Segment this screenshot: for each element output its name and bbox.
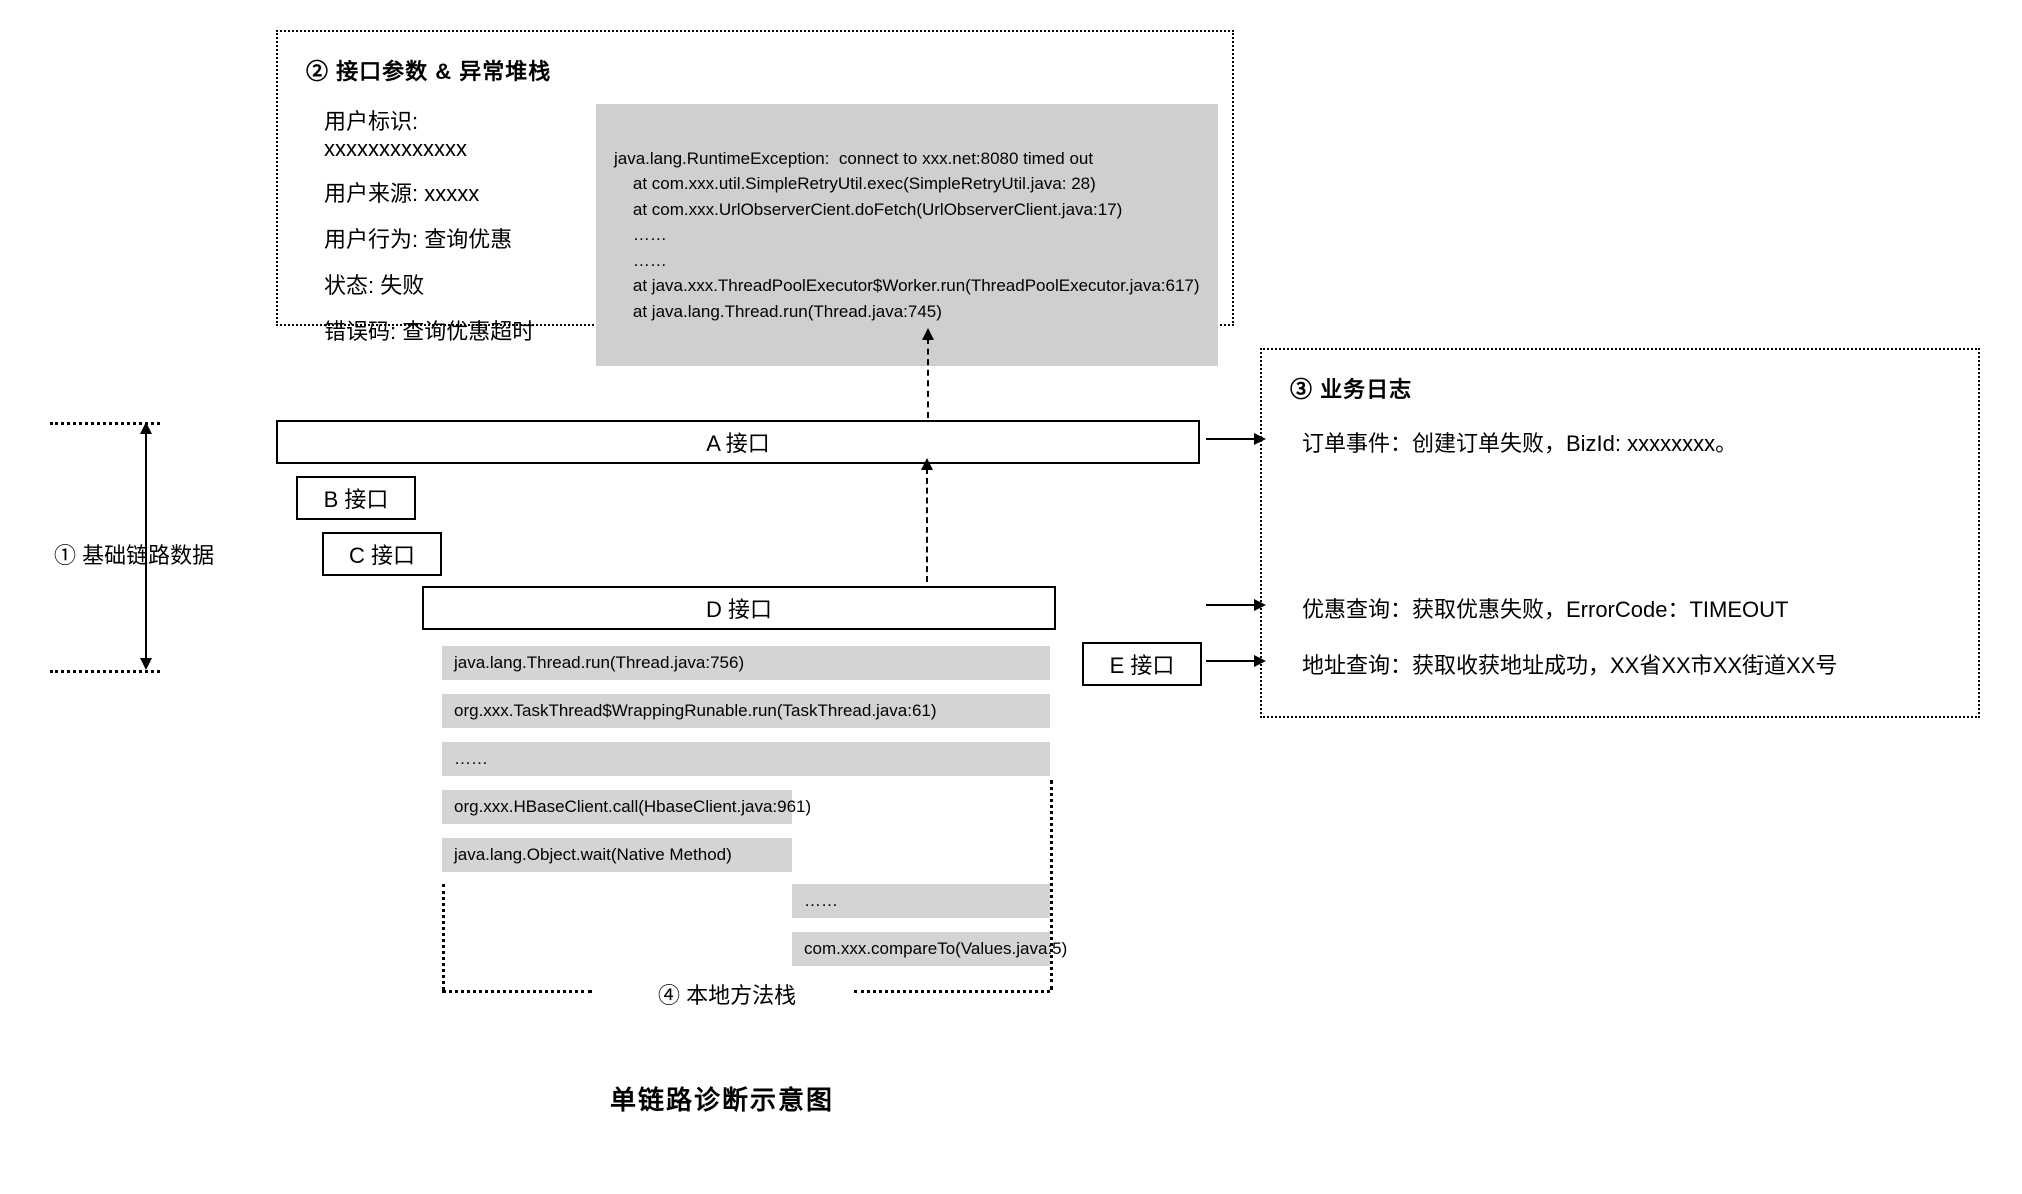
diagram-caption: 单链路诊断示意图 — [610, 1080, 834, 1117]
arrow-e-log3 — [1206, 660, 1256, 662]
st-line5: …… — [614, 251, 667, 270]
param-usersource: 用户来源: xxxxx — [324, 176, 566, 208]
section4-dots-vright — [1050, 780, 1053, 990]
stack-s4: org.xxx.HBaseClient.call(HbaseClient.jav… — [442, 790, 792, 824]
st-line7: at java.lang.Thread.run(Thread.java:745) — [614, 302, 942, 321]
param-userid: 用户标识: xxxxxxxxxxxxx — [324, 104, 566, 162]
stack-s3: …… — [442, 742, 1050, 776]
param-errorcode: 错误码: 查询优惠超时 — [324, 314, 566, 346]
dashed-arrow-d-to-a-head — [921, 458, 933, 470]
interface-d: D 接口 — [422, 586, 1056, 630]
interface-c: C 接口 — [322, 532, 442, 576]
param-status: 状态: 失败 — [324, 268, 566, 300]
section2-stacktrace: java.lang.RuntimeException: connect to x… — [596, 104, 1218, 366]
st-line6: at java.xxx.ThreadPoolExecutor$Worker.ru… — [614, 276, 1200, 295]
stack-s7: com.xxx.compareTo(Values.java:5) — [792, 932, 1050, 966]
section4-dots-right — [854, 990, 1050, 993]
param-useraction: 用户行为: 查询优惠 — [324, 222, 566, 254]
arrow-e-log3-head — [1254, 655, 1266, 667]
dashed-arrow-d-to-a — [926, 468, 928, 582]
arrow-d-log2-head — [1254, 599, 1266, 611]
section2-title: ② 接口参数 & 异常堆栈 — [306, 54, 1204, 86]
stack-s2: org.xxx.TaskThread$WrappingRunable.run(T… — [442, 694, 1050, 728]
stack-s6: …… — [792, 884, 1050, 918]
st-line1: java.lang.RuntimeException: connect to x… — [614, 149, 1093, 168]
st-line2: at com.xxx.util.SimpleRetryUtil.exec(Sim… — [614, 174, 1096, 193]
section2-box: ② 接口参数 & 异常堆栈 用户标识: xxxxxxxxxxxxx 用户来源: … — [276, 30, 1234, 326]
log1: 订单事件：创建订单失败，BizId: xxxxxxxx。 — [1302, 426, 1737, 458]
section3-title: ③ 业务日志 — [1290, 372, 1950, 404]
dashed-arrow-a-to-2 — [927, 338, 929, 418]
interface-b: B 接口 — [296, 476, 416, 520]
interface-e: E 接口 — [1082, 642, 1202, 686]
range-bottom-dots — [50, 670, 160, 673]
arrow-d-log2 — [1206, 604, 1256, 606]
log3: 地址查询：获取收获地址成功，XX省XX市XX街道XX号 — [1302, 648, 1837, 680]
section4-title: ④ 本地方法栈 — [658, 978, 796, 1010]
range-vertical-line — [145, 432, 147, 660]
section4-dots-left — [442, 990, 592, 993]
stack-s1: java.lang.Thread.run(Thread.java:756) — [442, 646, 1050, 680]
st-line3: at com.xxx.UrlObserverCient.doFetch(UrlO… — [614, 200, 1122, 219]
section4-dots-vleft — [442, 884, 445, 990]
arrow-a-log1 — [1206, 438, 1256, 440]
interface-a: A 接口 — [276, 420, 1200, 464]
arrow-a-log1-head — [1254, 433, 1266, 445]
stack-s5: java.lang.Object.wait(Native Method) — [442, 838, 792, 872]
range-arrow-up — [140, 422, 152, 434]
section1-label: ① 基础链路数据 — [54, 538, 214, 570]
dashed-arrow-a-to-2-head — [922, 328, 934, 340]
range-arrow-down — [140, 658, 152, 670]
st-line4: …… — [614, 225, 667, 244]
log2: 优惠查询：获取优惠失败，ErrorCode：TIMEOUT — [1302, 592, 1788, 624]
section2-params: 用户标识: xxxxxxxxxxxxx 用户来源: xxxxx 用户行为: 查询… — [306, 104, 566, 366]
